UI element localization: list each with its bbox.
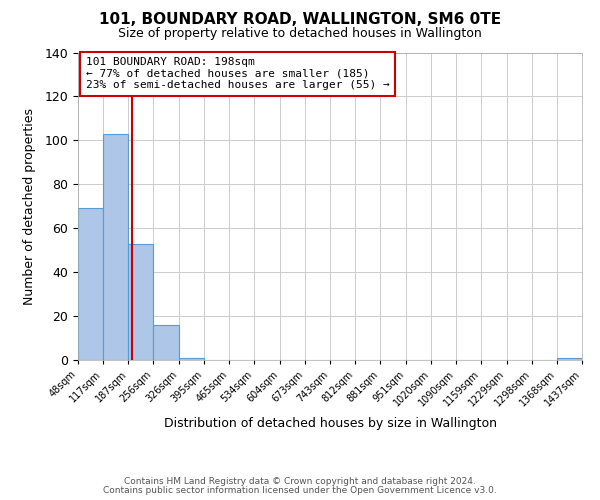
- Bar: [154, 325, 179, 360]
- Bar: [78, 208, 103, 360]
- X-axis label: Distribution of detached houses by size in Wallington: Distribution of detached houses by size …: [163, 416, 497, 430]
- Bar: [557, 358, 582, 360]
- Text: 101 BOUNDARY ROAD: 198sqm
← 77% of detached houses are smaller (185)
23% of semi: 101 BOUNDARY ROAD: 198sqm ← 77% of detac…: [86, 57, 389, 90]
- Text: Contains public sector information licensed under the Open Government Licence v3: Contains public sector information licen…: [103, 486, 497, 495]
- Bar: [179, 358, 204, 360]
- Y-axis label: Number of detached properties: Number of detached properties: [23, 108, 36, 304]
- Text: Size of property relative to detached houses in Wallington: Size of property relative to detached ho…: [118, 28, 482, 40]
- Text: 101, BOUNDARY ROAD, WALLINGTON, SM6 0TE: 101, BOUNDARY ROAD, WALLINGTON, SM6 0TE: [99, 12, 501, 28]
- Text: Contains HM Land Registry data © Crown copyright and database right 2024.: Contains HM Land Registry data © Crown c…: [124, 477, 476, 486]
- Bar: [128, 244, 154, 360]
- Bar: [103, 134, 128, 360]
